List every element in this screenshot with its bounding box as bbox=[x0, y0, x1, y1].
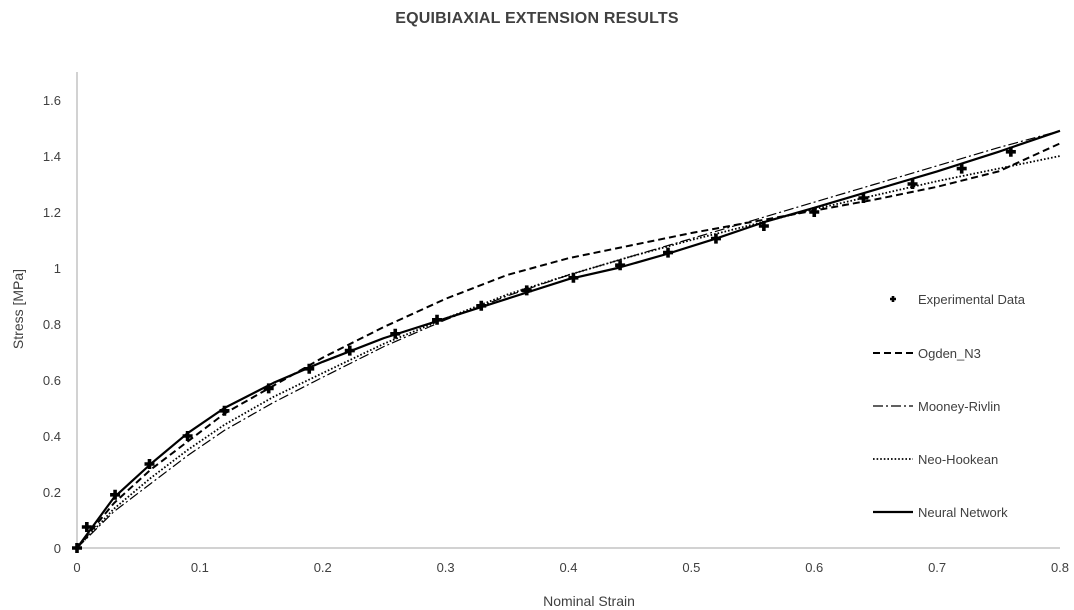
y-tick-label: 1.6 bbox=[43, 93, 61, 108]
y-tick-labels: 0 0.2 0.4 0.6 0.8 1 1.2 1.4 1.6 bbox=[43, 93, 61, 556]
legend-label-mooney-rivlin: Mooney-Rivlin bbox=[918, 399, 1000, 414]
x-tick-label: 0.6 bbox=[805, 560, 823, 575]
y-tick-label: 0.8 bbox=[43, 317, 61, 332]
x-axis-label: Nominal Strain bbox=[543, 593, 635, 609]
experimental-markers bbox=[72, 146, 1016, 553]
series-line-neural-network bbox=[76, 129, 1061, 549]
x-tick-label: 0.7 bbox=[928, 560, 946, 575]
x-tick-label: 0.1 bbox=[191, 560, 209, 575]
experimental-point bbox=[521, 285, 532, 296]
x-tick-labels: 0 0.1 0.2 0.3 0.4 0.5 0.6 0.7 0.8 bbox=[73, 560, 1069, 575]
series-line-mooney-rivlin bbox=[76, 130, 1061, 549]
legend-label-experimental-data: Experimental Data bbox=[918, 292, 1026, 307]
legend-marker-experimental-data bbox=[890, 296, 896, 302]
experimental-point bbox=[476, 300, 487, 311]
experimental-point bbox=[1005, 146, 1016, 157]
experimental-point bbox=[182, 431, 193, 441]
experimental-point bbox=[144, 459, 155, 469]
experimental-point bbox=[858, 193, 869, 203]
experimental-point bbox=[344, 345, 355, 356]
y-axis-label: Stress [MPa] bbox=[10, 269, 26, 349]
experimental-point bbox=[304, 363, 315, 374]
experimental-point bbox=[568, 272, 579, 283]
experimental-point bbox=[81, 522, 92, 532]
experimental-point bbox=[390, 328, 401, 339]
experimental-point bbox=[110, 489, 121, 500]
experimental-point bbox=[809, 207, 820, 217]
legend-label-ogden-n3: Ogden_N3 bbox=[918, 346, 981, 361]
y-tick-label: 0.6 bbox=[43, 373, 61, 388]
experimental-point bbox=[432, 314, 443, 325]
y-tick-label: 0.4 bbox=[43, 429, 61, 444]
experimental-point bbox=[710, 233, 721, 244]
experimental-point bbox=[72, 543, 82, 553]
axes bbox=[76, 72, 1060, 549]
y-tick-label: 1.4 bbox=[43, 149, 61, 164]
y-tick-label: 1 bbox=[54, 261, 61, 276]
series-line-ogden-n3 bbox=[76, 142, 1061, 549]
x-tick-label: 0.2 bbox=[314, 560, 332, 575]
experimental-point bbox=[907, 179, 918, 189]
experimental-point bbox=[263, 383, 274, 394]
x-tick-label: 0.3 bbox=[437, 560, 455, 575]
legend-label-neural-network: Neural Network bbox=[918, 505, 1008, 520]
experimental-point bbox=[758, 221, 769, 231]
experimental-point bbox=[956, 163, 967, 174]
experimental-point bbox=[219, 405, 230, 416]
x-tick-label: 0.5 bbox=[682, 560, 700, 575]
x-tick-label: 0.8 bbox=[1051, 560, 1069, 575]
legend: Experimental Data Ogden_N3 Mooney-Rivlin Ne… bbox=[873, 292, 1026, 520]
series-lines bbox=[76, 129, 1061, 549]
y-tick-label: 0 bbox=[54, 541, 61, 556]
experimental-point bbox=[615, 260, 626, 271]
x-tick-label: 0.4 bbox=[559, 560, 577, 575]
experimental-point bbox=[663, 247, 674, 258]
y-tick-label: 0.2 bbox=[43, 485, 61, 500]
x-tick-label: 0 bbox=[73, 560, 80, 575]
series-line-neo-hookean bbox=[76, 155, 1061, 549]
chart-title: EQUIBIAXIAL EXTENSION RESULTS bbox=[395, 10, 679, 27]
legend-label-neo-hookean: Neo-Hookean bbox=[918, 452, 998, 467]
y-tick-label: 1.2 bbox=[43, 205, 61, 220]
